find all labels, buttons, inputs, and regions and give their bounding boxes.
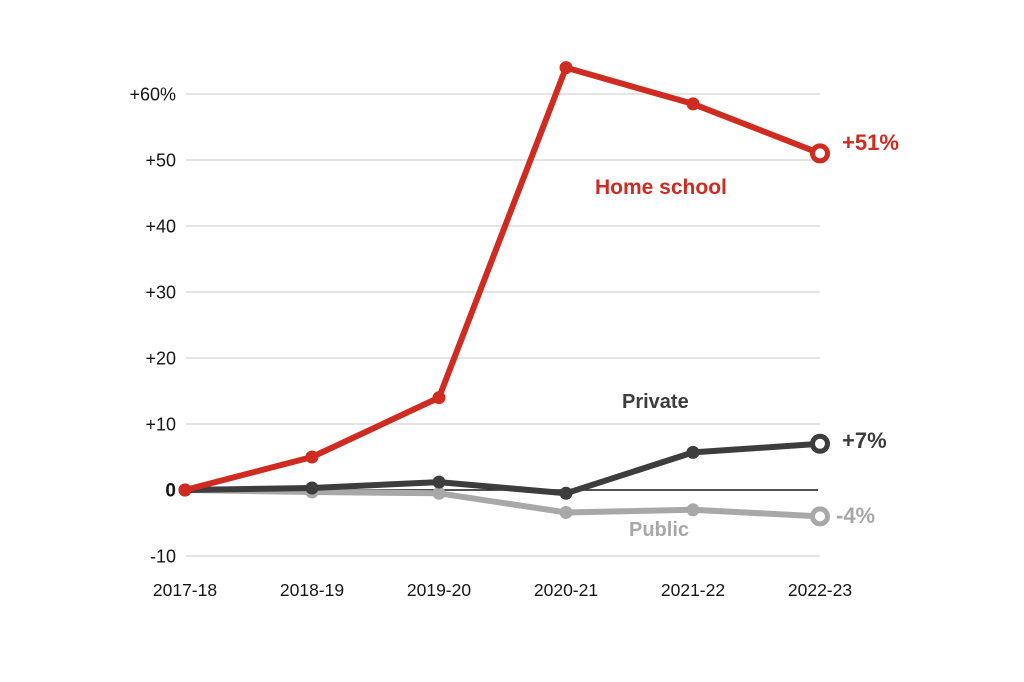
y-tick-label: +60% [129, 84, 176, 104]
y-tick-label: -10 [150, 546, 176, 566]
data-point-private-2020-21 [559, 486, 573, 500]
x-tick-label: 2018-19 [280, 580, 344, 600]
x-tick-label: 2021-22 [661, 580, 725, 600]
end-value-public: -4% [836, 503, 876, 528]
x-tick-label: 2020-21 [534, 580, 598, 600]
data-point-private-2019-20 [432, 475, 446, 489]
series-label-private: Private [622, 391, 689, 413]
y-tick-label: 0 [165, 481, 176, 502]
x-tick-label: 2019-20 [407, 580, 471, 600]
data-point-public-2021-22 [686, 503, 700, 517]
data-point-private-2021-22 [686, 445, 700, 459]
series-label-public: Public [629, 519, 690, 541]
data-point-home-school-2017-18 [178, 483, 192, 497]
end-value-private: +7% [842, 428, 887, 453]
data-point-private-2022-23 [810, 433, 830, 454]
y-tick-label: +40 [145, 216, 176, 236]
x-tick-label: 2017-18 [153, 580, 217, 600]
data-point-public-2019-20 [432, 486, 446, 500]
data-point-home-school-2022-23 [810, 143, 830, 164]
data-point-home-school-2018-19 [305, 450, 319, 464]
series-label-home-school: Home school [595, 176, 727, 199]
y-tick-label: +10 [145, 414, 176, 434]
y-tick-label: +20 [145, 348, 176, 368]
data-point-public-2020-21 [559, 505, 573, 519]
data-point-home-school-2019-20 [432, 391, 446, 405]
series-line-private [182, 440, 823, 497]
end-value-home-school: +51% [842, 130, 899, 155]
series-line-public [182, 487, 823, 520]
y-tick-label: +30 [145, 282, 176, 302]
data-point-public-2022-23 [810, 506, 830, 527]
x-tick-label: 2022-23 [788, 580, 852, 600]
y-tick-label: +50 [145, 150, 176, 170]
series-line-home-school [182, 64, 823, 493]
data-point-home-school-2020-21 [559, 61, 573, 75]
data-point-private-2018-19 [305, 481, 319, 495]
data-point-home-school-2021-22 [686, 97, 700, 111]
